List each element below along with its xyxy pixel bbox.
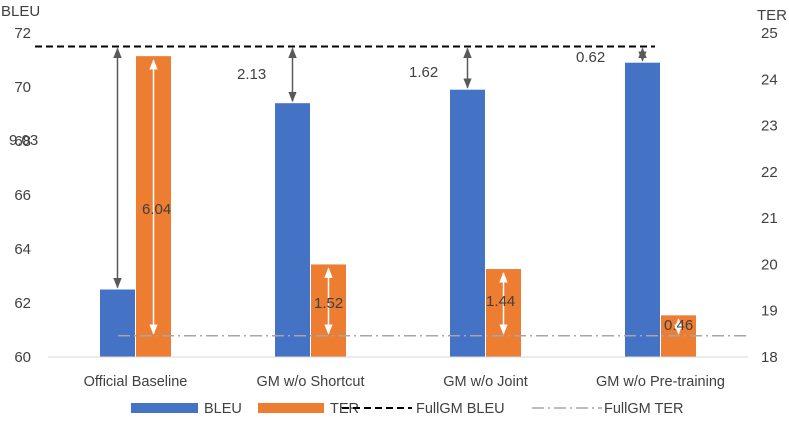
y2-tick-label: 19 xyxy=(761,303,778,320)
ter-gap-label: 1.44 xyxy=(486,293,515,310)
bleu-gap-label: 1.62 xyxy=(409,64,438,81)
y-axis-title: BLEU xyxy=(1,3,40,20)
y-tick-label: 64 xyxy=(14,241,31,258)
x-axis: Official Baseline GM w/o Shortcut GM w/o J… xyxy=(84,374,725,390)
y2-tick-label: 22 xyxy=(761,164,778,181)
y-tick-label: 68 xyxy=(14,133,31,150)
legend-swatch-bleu xyxy=(131,403,198,413)
bar-bleu xyxy=(625,62,660,357)
y-tick-label: 70 xyxy=(14,79,31,96)
legend-label-bleu: BLEU xyxy=(204,401,242,417)
annotations: 9.03 2.13 1.62 0.62 6.04 1.52 1.44 0.46 xyxy=(9,47,693,335)
y2-tick-label: 24 xyxy=(761,71,778,88)
y2-tick-label: 23 xyxy=(761,118,778,135)
y2-axis: 18 19 20 21 22 23 24 25 xyxy=(761,25,778,366)
bar-bleu xyxy=(275,103,310,357)
y-tick-label: 60 xyxy=(14,349,31,366)
legend-label-fullgm-ter: FullGM TER xyxy=(604,401,684,417)
y-tick-label: 62 xyxy=(14,295,31,312)
x-tick-label: Official Baseline xyxy=(84,374,188,390)
reference-lines xyxy=(35,45,748,337)
y-axis: 60 62 64 66 68 70 72 xyxy=(14,25,31,366)
x-tick-label: GM w/o Joint xyxy=(443,374,528,390)
bar-bleu xyxy=(450,89,485,357)
x-tick-label: GM w/o Pre-training xyxy=(596,374,725,390)
y2-axis-title: TER xyxy=(757,7,787,24)
bleu-gap-label: 9.03 xyxy=(9,132,38,149)
y-tick-label: 72 xyxy=(14,25,31,42)
ter-gap-label: 0.46 xyxy=(664,317,693,334)
y2-tick-label: 18 xyxy=(761,349,778,366)
y-tick-label: 66 xyxy=(14,187,31,204)
y2-tick-label: 25 xyxy=(761,25,778,42)
legend-label-fullgm-bleu: FullGM BLEU xyxy=(416,401,505,417)
bleu-gap-label: 0.62 xyxy=(576,49,605,66)
ter-gap-label: 1.52 xyxy=(314,295,343,312)
bar-bleu xyxy=(100,289,135,357)
bars xyxy=(48,56,748,358)
y2-tick-label: 20 xyxy=(761,256,778,273)
y2-tick-label: 21 xyxy=(761,210,778,227)
x-tick-label: GM w/o Shortcut xyxy=(257,374,365,390)
bleu-gap-label: 2.13 xyxy=(237,66,266,83)
legend-swatch-ter xyxy=(258,403,324,413)
ter-gap-label: 6.04 xyxy=(142,201,171,218)
